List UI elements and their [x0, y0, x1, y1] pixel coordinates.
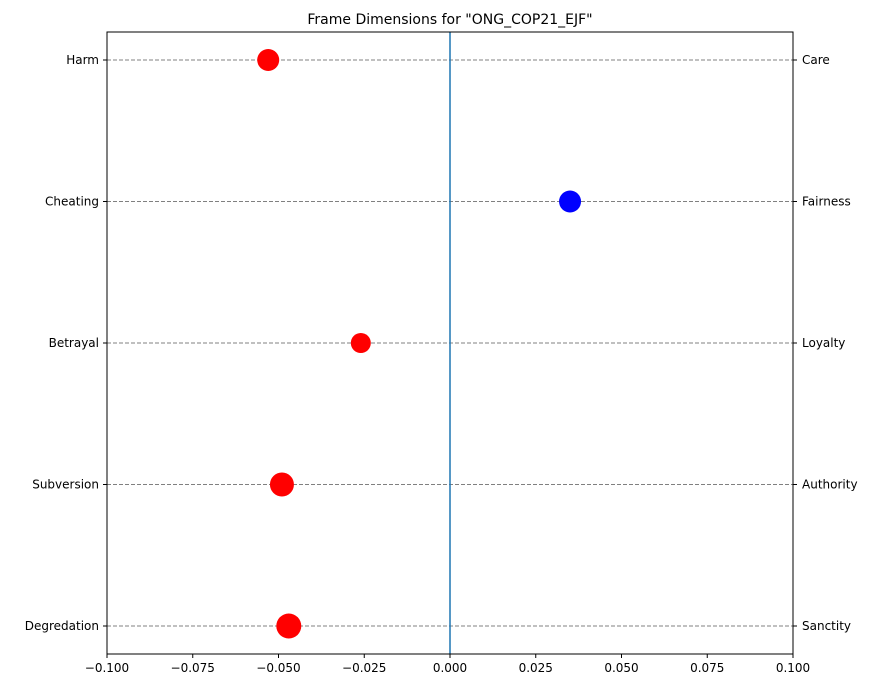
x-tick-label: 0.075	[690, 661, 724, 675]
x-tick-label: −0.100	[85, 661, 129, 675]
left-category-label: Cheating	[45, 195, 99, 209]
x-tick-label: 0.050	[604, 661, 638, 675]
data-points	[257, 49, 582, 639]
data-point	[276, 613, 302, 639]
x-tick-label: −0.075	[171, 661, 215, 675]
x-tick-label: −0.025	[342, 661, 386, 675]
data-point	[350, 333, 371, 353]
data-point	[269, 472, 294, 497]
x-tick-label: 0.000	[433, 661, 467, 675]
left-category-label: Harm	[66, 53, 99, 67]
left-category-label: Degredation	[25, 619, 99, 633]
right-axis: Care Fairness Loyalty Authority Sanctity	[793, 53, 858, 633]
left-axis: Harm Cheating Betrayal Subversion Degredatio…	[25, 53, 107, 633]
right-category-label: Authority	[802, 478, 858, 492]
chart-title: Frame Dimensions for "ONG_COP21_EJF"	[307, 12, 592, 28]
left-category-label: Subversion	[32, 478, 99, 492]
x-tick-label: −0.050	[256, 661, 300, 675]
left-category-label: Betrayal	[49, 336, 99, 350]
data-point	[257, 49, 280, 71]
x-tick-label: 0.100	[776, 661, 810, 675]
x-axis: −0.100 −0.075 −0.050 −0.025 0.000 0.025 0.050 0…	[85, 654, 810, 675]
right-category-label: Fairness	[802, 195, 851, 209]
right-category-label: Care	[802, 53, 830, 67]
right-category-label: Sanctity	[802, 619, 851, 633]
data-point	[559, 190, 582, 213]
right-category-label: Loyalty	[802, 336, 845, 350]
x-tick-label: 0.025	[519, 661, 553, 675]
